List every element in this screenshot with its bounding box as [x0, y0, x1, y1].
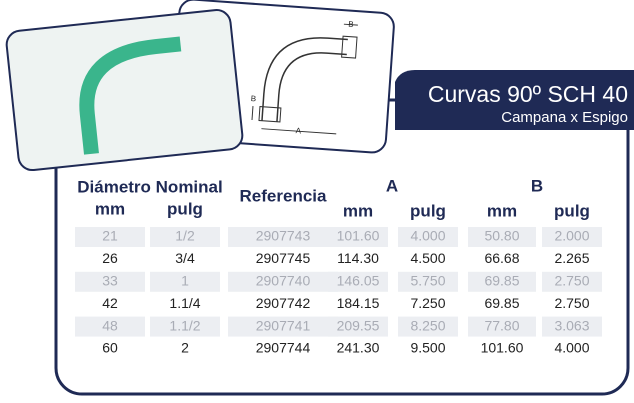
cell-bg: [75, 227, 145, 247]
cell: 48: [102, 317, 118, 333]
cell: 69.85: [484, 295, 519, 311]
cell: 5.750: [410, 273, 445, 289]
cell: 2907740: [256, 273, 311, 289]
cell: 21: [102, 228, 118, 244]
cell-bg: [542, 271, 602, 292]
cell: 2907745: [256, 250, 311, 266]
cell: 146.05: [337, 273, 380, 289]
title: Curvas 90º SCH 40: [428, 81, 628, 107]
cell-bg: [328, 271, 388, 292]
cell: 101.60: [337, 228, 380, 244]
bell-end: [341, 35, 358, 59]
spigot-end: [258, 105, 282, 123]
header: pulg: [167, 199, 203, 218]
header: pulg: [554, 201, 590, 220]
cell-bg: [468, 227, 536, 247]
cell-bg: [398, 271, 458, 292]
cell: 184.15: [337, 295, 380, 311]
header: mm: [95, 199, 125, 218]
header: Referencia: [240, 186, 327, 205]
dim-label: B: [348, 20, 354, 29]
cell: 1: [181, 273, 189, 289]
header: pulg: [410, 201, 446, 220]
elbow-drawing: [261, 37, 348, 122]
cell-bg: [328, 227, 388, 247]
cell: 3.063: [554, 317, 589, 333]
cell: 114.30: [337, 250, 379, 266]
cell: 8.250: [410, 317, 445, 333]
cell: 2: [181, 340, 189, 356]
cell-bg: [542, 227, 602, 247]
cell: 2.750: [554, 295, 589, 311]
cell: 241.30: [337, 340, 380, 356]
cell: 4.000: [554, 340, 589, 356]
cell: 9.500: [410, 340, 445, 356]
cell: 66.68: [484, 250, 519, 266]
cell: 7.250: [410, 295, 445, 311]
cell: 2.265: [554, 250, 589, 266]
cell: 1/2: [175, 228, 195, 244]
cell: 26: [102, 250, 118, 266]
header: A: [386, 176, 398, 195]
cell: 4.500: [410, 250, 445, 266]
cell-bg: [398, 316, 458, 337]
cell: 69.85: [484, 273, 519, 289]
cell: 101.60: [481, 340, 524, 356]
cell-bg: [398, 227, 458, 247]
photo-frame: [5, 9, 244, 172]
title-tab: [395, 70, 634, 130]
header: Diámetro Nominal: [77, 177, 222, 196]
cell-bg: [542, 316, 602, 337]
pipe-photo: [79, 36, 182, 155]
header: mm: [487, 201, 517, 220]
cell: 77.80: [484, 317, 519, 333]
cell-bg: [228, 227, 338, 247]
cell: 1.1/2: [169, 317, 200, 333]
cell-bg: [228, 316, 338, 337]
cell: 2907742: [256, 295, 311, 311]
cell-bg: [150, 227, 220, 247]
cell-bg: [468, 316, 536, 337]
header: B: [531, 176, 543, 195]
photo-card: [5, 9, 244, 172]
cell: 3/4: [175, 250, 195, 266]
cell-bg: [468, 271, 536, 292]
cell-bg: [150, 271, 220, 292]
cell: 60: [102, 340, 118, 356]
cell-bg: [328, 316, 388, 337]
dim-line: [251, 106, 254, 121]
cell: 2907744: [256, 340, 311, 356]
cell: 1.1/4: [169, 295, 200, 311]
dim-line: [343, 23, 358, 26]
cell-bg: [228, 271, 338, 292]
cell-bg: [75, 271, 145, 292]
cell-bg: [75, 316, 145, 337]
cell: 50.80: [484, 228, 519, 244]
subtitle: Campana x Espigo: [501, 109, 628, 126]
dim-line: [261, 128, 337, 135]
cell: 33: [102, 273, 118, 289]
cell: 2907743: [256, 228, 311, 244]
dim-label: A: [295, 126, 302, 135]
dim-label: B: [251, 94, 257, 103]
cell: 42: [102, 295, 118, 311]
cell: 2.000: [554, 228, 589, 244]
cell: 4.000: [410, 228, 445, 244]
cell: 2907741: [256, 317, 311, 333]
cell: 2.750: [554, 273, 589, 289]
cell-bg: [150, 316, 220, 337]
cell: 209.55: [337, 317, 380, 333]
header: mm: [343, 201, 373, 220]
